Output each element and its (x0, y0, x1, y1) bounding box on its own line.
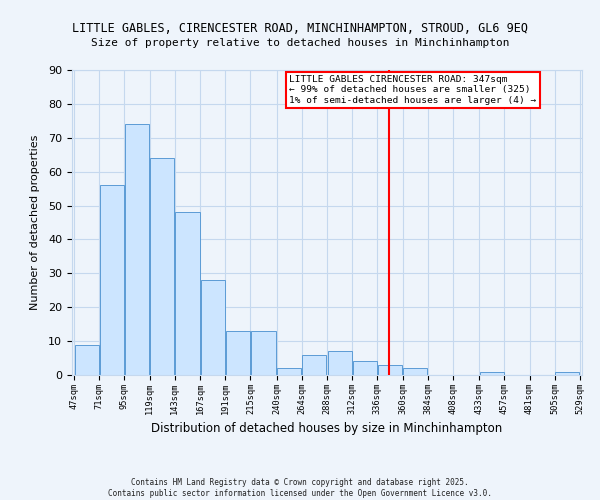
Text: Size of property relative to detached houses in Minchinhampton: Size of property relative to detached ho… (91, 38, 509, 48)
Bar (175, 212, 199, 375)
Bar (200, 280, 224, 375)
Bar (226, 331, 250, 375)
Y-axis label: Number of detached properties: Number of detached properties (30, 135, 40, 310)
Bar (302, 354, 326, 375)
Text: LITTLE GABLES CIRENCESTER ROAD: 347sqm
← 99% of detached houses are smaller (325: LITTLE GABLES CIRENCESTER ROAD: 347sqm ←… (289, 75, 536, 105)
Bar (353, 362, 377, 375)
Text: LITTLE GABLES, CIRENCESTER ROAD, MINCHINHAMPTON, STROUD, GL6 9EQ: LITTLE GABLES, CIRENCESTER ROAD, MINCHIN… (72, 22, 528, 36)
Bar (479, 372, 504, 375)
Bar (251, 331, 276, 375)
Bar (150, 158, 175, 375)
Bar (378, 365, 402, 375)
Bar (403, 368, 427, 375)
Text: Contains HM Land Registry data © Crown copyright and database right 2025.
Contai: Contains HM Land Registry data © Crown c… (108, 478, 492, 498)
Bar (277, 368, 301, 375)
X-axis label: Distribution of detached houses by size in Minchinhampton: Distribution of detached houses by size … (151, 422, 503, 436)
Bar (100, 185, 124, 375)
Bar (125, 124, 149, 375)
Bar (74, 344, 99, 375)
Bar (555, 372, 580, 375)
Bar (328, 352, 352, 375)
